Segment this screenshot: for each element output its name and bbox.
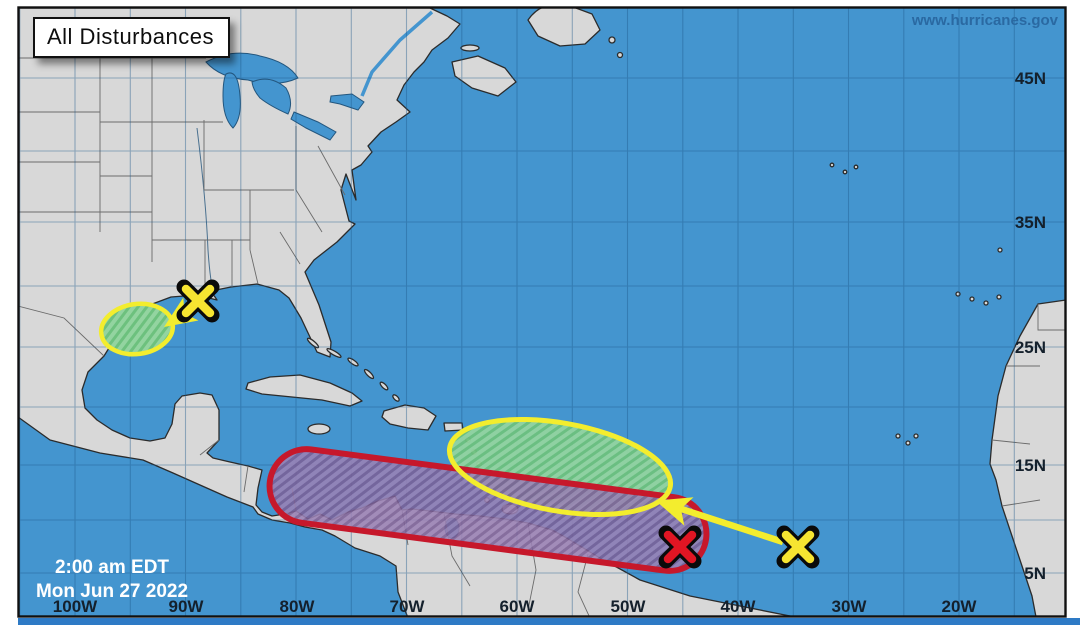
watermark-url: www.hurricanes.gov: [911, 12, 1059, 29]
bottom-bar: [18, 618, 1080, 625]
lon-label-80w: 80W: [280, 597, 316, 616]
landmass-northeast-islands: [451, 7, 624, 97]
lon-label-20w: 20W: [942, 597, 978, 616]
yellow-x-marker-atlantic: [784, 533, 812, 561]
red-x-marker-caribbean: [666, 533, 694, 561]
lon-label-90w: 90W: [169, 597, 205, 616]
lon-label-100w: 100W: [53, 597, 98, 616]
landmass-africa: [829, 162, 1066, 617]
landmass-americas: [18, 7, 799, 617]
lat-label-25n: 25N: [1015, 338, 1046, 357]
longitude-labels: 100W 90W 80W 70W 60W 50W 40W 30W 20W: [53, 597, 978, 616]
layer-title-box[interactable]: All Disturbances: [33, 17, 230, 58]
lon-label-60w: 60W: [500, 597, 536, 616]
atlantic-motion-arrow: [655, 497, 785, 546]
caribbean-formation-area: [266, 446, 710, 574]
lat-label-45n: 45N: [1015, 69, 1046, 88]
lat-label-35n: 35N: [1015, 213, 1046, 232]
disturbance-area-caribbean: [266, 446, 710, 574]
timestamp: 2:00 am EDT Mon Jun 27 2022: [36, 557, 188, 602]
state-country-borders: [18, 57, 1066, 617]
timestamp-date: Mon Jun 27 2022: [36, 581, 188, 602]
map-frame: [17, 6, 1067, 618]
lat-label-15n: 15N: [1015, 456, 1046, 475]
lon-label-50w: 50W: [611, 597, 647, 616]
lon-label-30w: 30W: [832, 597, 868, 616]
timestamp-time: 2:00 am EDT: [55, 557, 169, 578]
lon-label-70w: 70W: [390, 597, 426, 616]
latitude-labels: 45N 35N 25N 15N 5N: [1015, 69, 1046, 583]
great-lakes: [196, 10, 460, 539]
lat-label-5n: 5N: [1024, 564, 1046, 583]
st-lawrence-river: [360, 10, 434, 97]
lon-label-40w: 40W: [721, 597, 757, 616]
yellow-x-marker-gulf: [184, 287, 212, 315]
atlantic-formation-area-outline: [446, 417, 674, 517]
landmass-caribbean-islands: [245, 337, 519, 515]
layer-title-label: All Disturbances: [47, 24, 214, 49]
